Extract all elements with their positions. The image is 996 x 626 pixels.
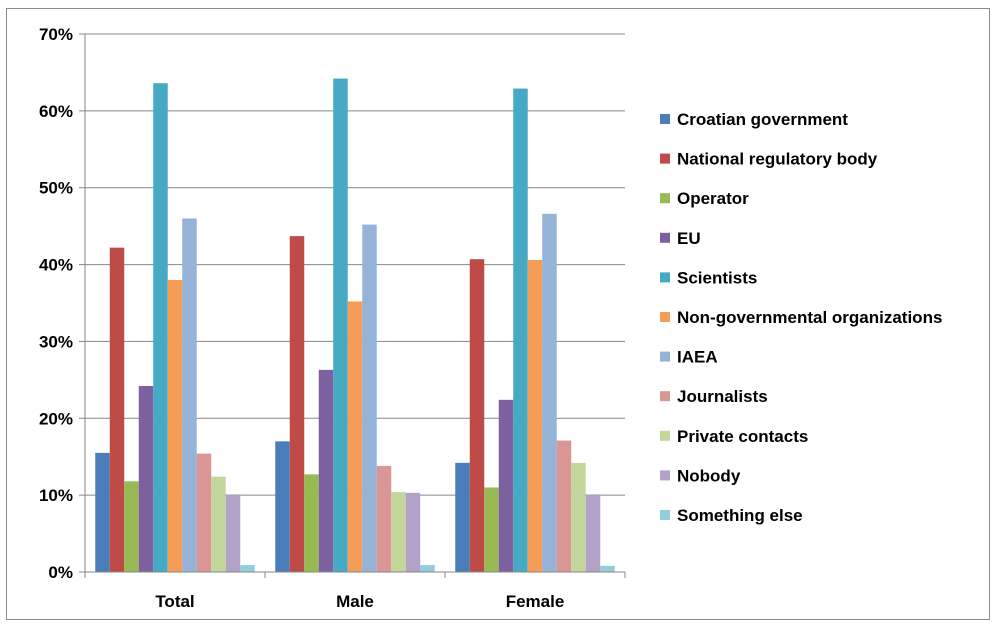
bar	[362, 224, 377, 572]
bar	[469, 259, 485, 572]
bar	[527, 259, 543, 572]
legend-label: Operator	[677, 189, 749, 208]
legend-swatch	[660, 272, 670, 283]
bar	[571, 462, 586, 572]
legend-label: Nobody	[677, 466, 741, 485]
bar	[347, 301, 363, 572]
x-category-label: Female	[506, 592, 565, 611]
bar	[225, 494, 241, 572]
legend-swatch	[660, 430, 670, 441]
y-tick-label: 30%	[39, 332, 73, 351]
bar	[333, 78, 348, 572]
bar	[211, 476, 226, 572]
x-category-label: Male	[336, 592, 374, 611]
bar	[498, 399, 514, 572]
bar	[318, 369, 334, 572]
bar	[289, 236, 305, 573]
bar	[455, 462, 470, 572]
bar	[153, 83, 168, 572]
legend-label: Something else	[677, 506, 803, 525]
bar	[275, 441, 290, 572]
y-tick-label: 70%	[39, 25, 73, 44]
bar	[376, 465, 392, 572]
bar	[240, 565, 255, 572]
y-tick-label: 10%	[39, 486, 73, 505]
y-tick-label: 50%	[39, 179, 73, 198]
bar	[138, 386, 154, 572]
legend-swatch	[660, 470, 670, 481]
legend-swatch	[660, 193, 670, 204]
bar	[405, 492, 421, 572]
legend-label: National regulatory body	[677, 150, 878, 169]
bar	[95, 452, 110, 572]
legend: Croatian government National regulatory b…	[660, 110, 942, 525]
bar	[304, 474, 319, 572]
y-tick-label: 40%	[39, 256, 73, 275]
y-tick-label: 20%	[39, 409, 73, 428]
legend-label: EU	[677, 229, 701, 248]
legend-label: Private contacts	[677, 427, 808, 446]
y-tick-label: 0%	[48, 563, 73, 582]
axes	[84, 34, 626, 578]
bar	[391, 492, 406, 572]
bars	[95, 78, 615, 573]
x-axis-categories: Total Male Female	[155, 592, 564, 611]
bar	[124, 481, 139, 572]
legend-swatch	[660, 153, 670, 164]
legend-swatch	[660, 391, 670, 402]
bar	[109, 247, 125, 573]
legend-label: IAEA	[677, 348, 718, 367]
legend-swatch	[660, 114, 670, 124]
bar	[513, 88, 528, 572]
y-axis-ticks: 0% 10% 20% 30% 40% 50% 60% 70%	[39, 25, 85, 582]
legend-label: Scientists	[677, 268, 757, 287]
bar	[542, 213, 557, 573]
legend-swatch	[660, 351, 670, 362]
legend-swatch	[660, 232, 670, 243]
bar-chart: 0%10%20%30%40%50%60%70% Total Male Female …	[39, 25, 942, 611]
chart-frame: 0% 10% 20% 30% 40% 50% 60% 70% Total Male Female …	[6, 8, 990, 620]
x-category-label: Total	[155, 592, 194, 611]
bar	[484, 487, 499, 572]
bar	[420, 565, 435, 572]
legend-label: Non-governmental organizations	[677, 308, 942, 327]
bar	[585, 494, 601, 572]
bar	[556, 440, 572, 572]
bar	[196, 453, 212, 572]
bar	[600, 565, 615, 572]
legend-label: Croatian government	[677, 110, 848, 129]
bar	[167, 279, 183, 572]
legend-swatch	[660, 510, 670, 520]
legend-label: Journalists	[677, 387, 768, 406]
legend-swatch	[660, 312, 670, 322]
y-tick-label: 60%	[39, 102, 73, 121]
bar	[182, 218, 197, 572]
